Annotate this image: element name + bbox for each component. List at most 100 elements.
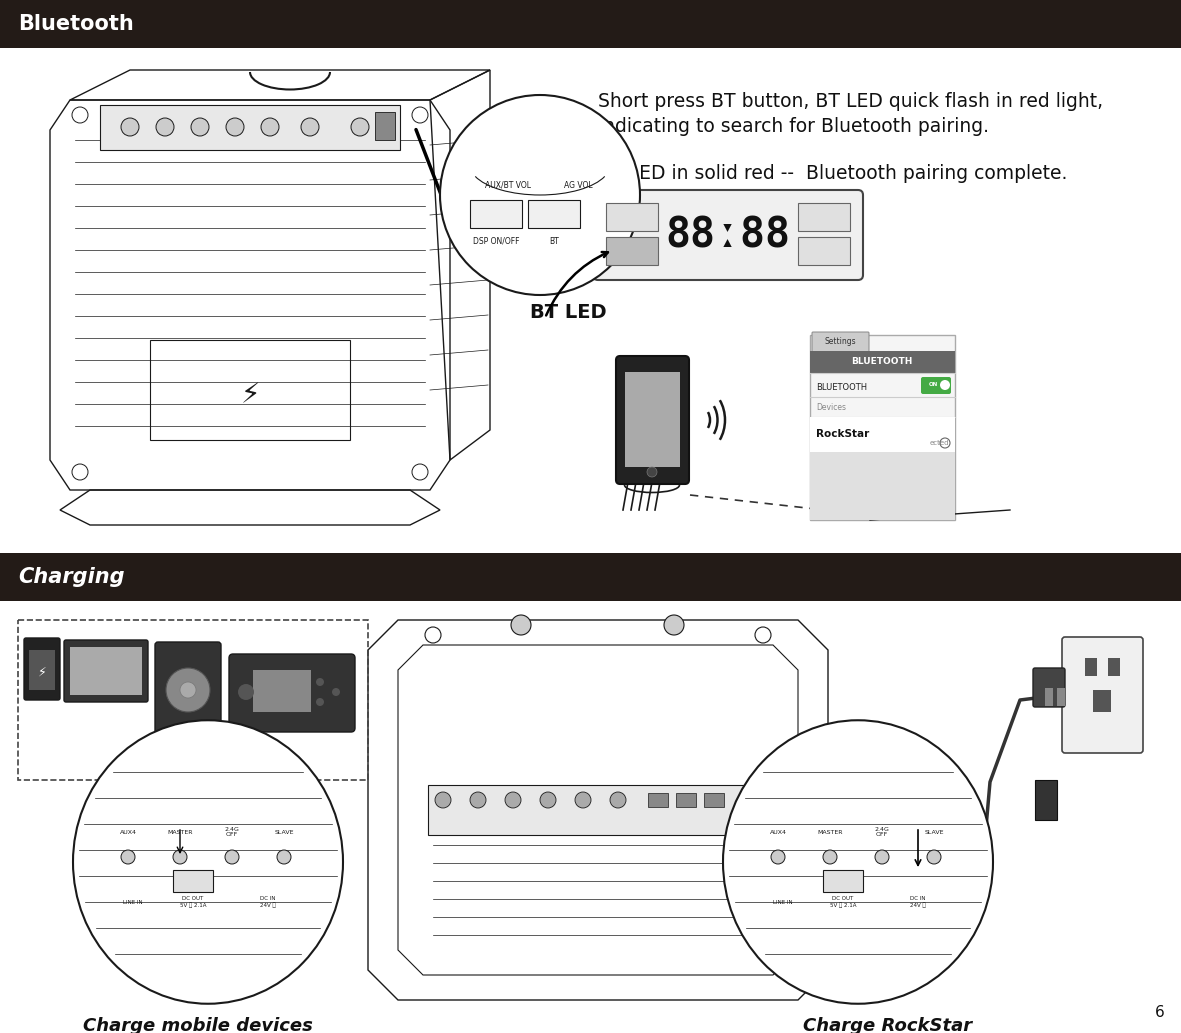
Circle shape <box>664 615 684 635</box>
Text: AUX4: AUX4 <box>770 829 787 835</box>
Circle shape <box>239 684 254 700</box>
Circle shape <box>167 668 210 712</box>
Bar <box>810 452 955 520</box>
Circle shape <box>120 118 139 136</box>
Text: DC IN
24V ⩵: DC IN 24V ⩵ <box>911 897 926 908</box>
Text: Bluetooth: Bluetooth <box>18 14 133 34</box>
Text: DC OUT
5V ⩵ 2.1A: DC OUT 5V ⩵ 2.1A <box>180 897 207 908</box>
Ellipse shape <box>723 720 993 1004</box>
Text: Charge mobile devices: Charge mobile devices <box>83 1018 313 1033</box>
FancyBboxPatch shape <box>155 641 221 738</box>
Bar <box>100 105 400 150</box>
FancyBboxPatch shape <box>24 638 60 700</box>
FancyBboxPatch shape <box>1062 637 1143 753</box>
Bar <box>70 647 142 695</box>
FancyBboxPatch shape <box>64 640 148 702</box>
Text: LINE IN: LINE IN <box>774 900 792 905</box>
Bar <box>30 650 56 690</box>
Bar <box>253 670 311 712</box>
Bar <box>810 335 955 520</box>
Text: ON: ON <box>928 382 938 387</box>
Text: Charging: Charging <box>18 567 125 587</box>
Text: LINE IN: LINE IN <box>123 900 143 905</box>
Text: 2.4G
OFF: 2.4G OFF <box>875 826 889 838</box>
Bar <box>376 112 394 140</box>
Text: SLAVE: SLAVE <box>274 829 294 835</box>
Ellipse shape <box>73 720 342 1004</box>
Circle shape <box>351 118 368 136</box>
Text: ⚡: ⚡ <box>38 665 46 679</box>
Bar <box>1057 688 1065 706</box>
Bar <box>150 340 350 440</box>
Bar <box>798 204 850 231</box>
Circle shape <box>412 107 428 123</box>
Bar <box>528 200 580 228</box>
Text: DSP ON/OFF: DSP ON/OFF <box>472 237 520 246</box>
Text: Short press BT button, BT LED quick flash in red light,: Short press BT button, BT LED quick flas… <box>598 92 1103 111</box>
Circle shape <box>412 464 428 480</box>
Circle shape <box>226 850 239 864</box>
Circle shape <box>823 850 837 864</box>
Circle shape <box>771 850 785 864</box>
Bar <box>18 620 368 780</box>
Text: ⚡: ⚡ <box>240 381 260 409</box>
Text: DC IN
24V ⩵: DC IN 24V ⩵ <box>260 897 276 908</box>
Text: MASTER: MASTER <box>817 829 843 835</box>
Text: DC OUT
5V ⩵ 2.1A: DC OUT 5V ⩵ 2.1A <box>830 897 856 908</box>
Circle shape <box>575 792 590 808</box>
Bar <box>172 870 213 893</box>
Text: BLUETOOTH: BLUETOOTH <box>852 357 913 367</box>
Bar <box>470 200 522 228</box>
Bar <box>428 785 768 835</box>
FancyBboxPatch shape <box>229 654 355 732</box>
Circle shape <box>120 850 135 864</box>
FancyBboxPatch shape <box>921 377 951 394</box>
Circle shape <box>511 615 531 635</box>
Bar <box>1092 690 1111 712</box>
Text: indicating to search for Bluetooth pairing.: indicating to search for Bluetooth pairi… <box>598 117 988 136</box>
FancyBboxPatch shape <box>813 332 869 352</box>
Circle shape <box>191 118 209 136</box>
Circle shape <box>505 792 521 808</box>
Bar <box>648 793 668 807</box>
Circle shape <box>441 95 640 295</box>
Circle shape <box>180 682 196 698</box>
Circle shape <box>301 118 319 136</box>
Text: SLAVE: SLAVE <box>925 829 944 835</box>
Text: RockStar: RockStar <box>816 429 869 439</box>
Circle shape <box>332 688 340 696</box>
Bar <box>1045 688 1053 706</box>
Circle shape <box>435 792 451 808</box>
Circle shape <box>172 850 187 864</box>
Bar <box>1085 658 1097 676</box>
Text: BT LED in solid red --  Bluetooth pairing complete.: BT LED in solid red -- Bluetooth pairing… <box>598 164 1068 183</box>
Circle shape <box>927 850 941 864</box>
Circle shape <box>317 678 324 686</box>
Text: Charge RockStar: Charge RockStar <box>803 1018 973 1033</box>
Bar <box>606 237 658 265</box>
Bar <box>625 372 680 467</box>
Circle shape <box>72 464 89 480</box>
Bar <box>810 351 955 373</box>
FancyBboxPatch shape <box>616 356 689 484</box>
Circle shape <box>278 850 291 864</box>
FancyBboxPatch shape <box>593 190 863 280</box>
Circle shape <box>940 380 950 390</box>
Bar <box>823 870 863 893</box>
Text: AUX4: AUX4 <box>119 829 137 835</box>
Bar <box>0 553 1181 601</box>
Circle shape <box>611 792 626 808</box>
Circle shape <box>226 118 244 136</box>
Circle shape <box>156 118 174 136</box>
Circle shape <box>261 118 279 136</box>
Text: 88ː88: 88ː88 <box>666 214 790 256</box>
Bar <box>606 204 658 231</box>
Text: ected: ected <box>929 440 950 446</box>
Circle shape <box>647 467 657 477</box>
Text: Devices: Devices <box>816 403 846 411</box>
Bar <box>1035 780 1057 820</box>
Circle shape <box>875 850 889 864</box>
Bar <box>0 0 1181 48</box>
Text: BT LED: BT LED <box>530 303 607 322</box>
Circle shape <box>540 792 556 808</box>
